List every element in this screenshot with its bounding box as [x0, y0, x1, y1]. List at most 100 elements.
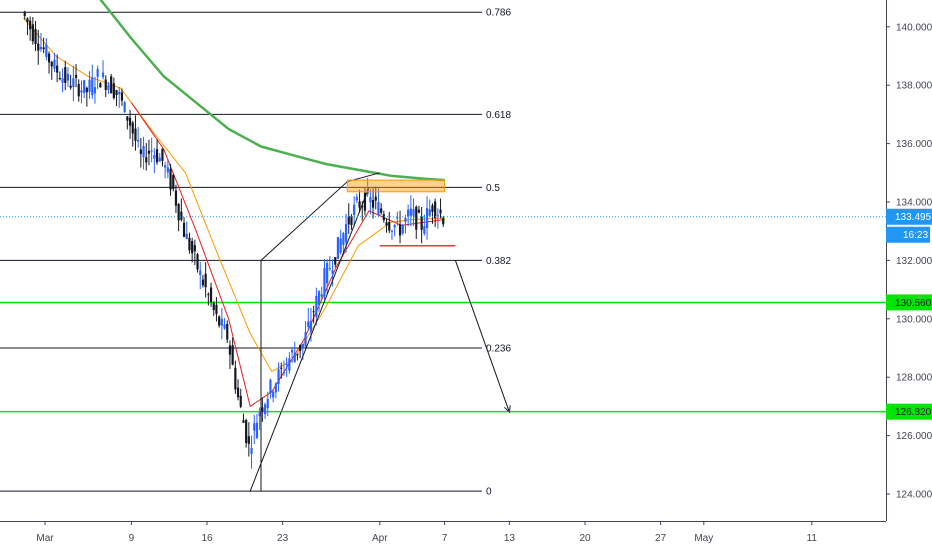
y-tick-label: 140.000: [896, 22, 932, 33]
candle-body: [245, 420, 248, 444]
fibonacci-retracement[interactable]: 0 0.236 0.382 0.5 0.618 0.786: [0, 8, 511, 498]
candle-body: [253, 423, 256, 431]
candle-body: [199, 270, 202, 276]
candle-body: [153, 155, 156, 159]
candle-body: [301, 344, 304, 349]
candle-body: [66, 73, 70, 81]
candle-body: [110, 76, 113, 94]
candle-body: [139, 149, 142, 155]
candle-body: [261, 407, 264, 412]
fib-level-label: 0.5: [486, 183, 500, 194]
candle-body: [363, 192, 367, 211]
candle-body: [234, 367, 237, 390]
x-tick-label: May: [694, 533, 713, 544]
candle-body: [83, 80, 86, 93]
drawing-annotations[interactable]: [249, 172, 511, 492]
candle-body: [131, 122, 134, 134]
y-tick-label: 138.000: [896, 81, 932, 92]
candle-body: [101, 72, 105, 78]
candle-body: [290, 349, 294, 353]
candle-body: [401, 224, 404, 234]
candle-body: [339, 238, 342, 253]
x-tick-label: 7: [442, 533, 448, 544]
candle-body: [126, 116, 129, 121]
candle-body: [355, 196, 358, 201]
candle-body: [31, 24, 34, 42]
candle-body: [336, 237, 340, 259]
candle-body: [209, 287, 213, 302]
candle-body: [47, 53, 51, 63]
candle-body: [99, 83, 102, 88]
candle-body: [417, 209, 421, 213]
candle-body: [326, 262, 329, 284]
candle-body: [204, 273, 207, 288]
candle-body: [304, 332, 307, 347]
candle-body: [380, 208, 383, 213]
level-price-tag-label: 130.560: [895, 298, 932, 309]
time-axis-area: [0, 521, 932, 550]
candle-body: [288, 358, 291, 371]
candle-body: [112, 83, 115, 99]
candle-body: [398, 224, 402, 236]
candle-body: [104, 79, 107, 90]
moving-averages: [23, 0, 445, 407]
candle-body: [145, 157, 148, 163]
candle-body: [423, 226, 426, 234]
candle-body: [285, 364, 288, 366]
y-tick-label: 132.000: [896, 256, 932, 267]
candle-body: [58, 78, 61, 80]
candle-body: [434, 201, 437, 219]
candle-body: [123, 102, 126, 113]
candle-body: [409, 208, 412, 216]
candle-body: [263, 404, 267, 415]
candle-body: [37, 43, 40, 51]
y-tick-label: 128.000: [896, 373, 932, 384]
fib-level-label: 0.382: [486, 256, 511, 267]
candle-body: [169, 168, 172, 190]
candle-body: [164, 165, 167, 168]
candle-body: [228, 345, 232, 355]
candle-body: [415, 206, 418, 230]
candle-body: [374, 196, 377, 201]
candle-body: [334, 257, 337, 265]
candle-body: [218, 316, 221, 326]
candle-body: [72, 78, 75, 87]
ma_mid-line: [23, 17, 445, 372]
candle-body: [342, 233, 345, 245]
candle-body: [247, 436, 250, 444]
candlestick-series: [23, 10, 445, 469]
candle-body: [185, 233, 188, 239]
candle-body: [396, 217, 399, 219]
candle-body: [107, 85, 110, 90]
y-tick-label: 136.000: [896, 139, 932, 150]
candle-body: [242, 420, 245, 423]
x-tick-label: Mar: [36, 533, 54, 544]
candle-body: [74, 75, 78, 78]
candle-body: [226, 324, 229, 340]
candle-body: [147, 150, 151, 154]
candle-body: [212, 303, 215, 311]
level-price-tag: [886, 294, 932, 311]
candle-body: [115, 90, 118, 95]
candle-body: [96, 68, 99, 77]
fib-level-label: 0.236: [486, 344, 511, 355]
level-price-tag-label: 126.820: [895, 407, 932, 418]
candle-body: [282, 372, 286, 374]
candle-body: [255, 422, 259, 439]
candle-body: [236, 387, 240, 398]
candle-body: [64, 67, 67, 83]
candle-body: [442, 217, 445, 225]
candle-body: [382, 214, 385, 221]
candle-body: [177, 204, 180, 221]
candle-body: [353, 204, 356, 216]
fib-level-label: 0.786: [486, 8, 511, 19]
candle-body: [274, 383, 277, 393]
candle-body: [309, 321, 313, 332]
candle-body: [350, 216, 353, 226]
candle-body: [93, 87, 97, 94]
level-price-tag: [886, 403, 932, 420]
candle-body: [207, 294, 210, 296]
candle-body: [420, 216, 423, 230]
